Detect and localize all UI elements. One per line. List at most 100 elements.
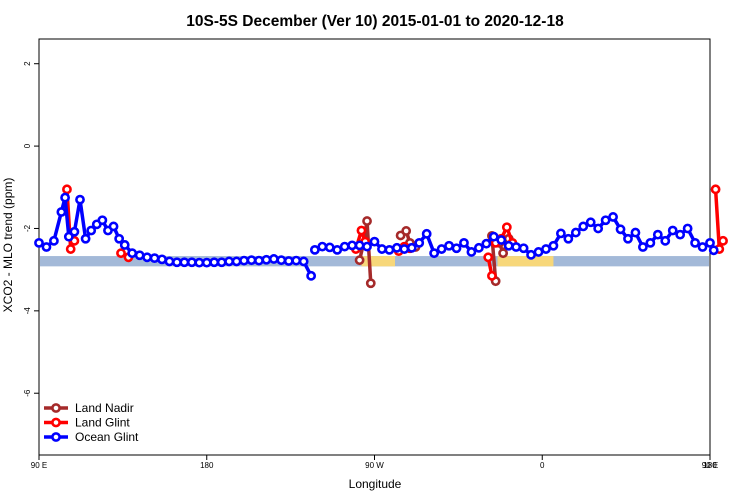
data-point-land-nadir bbox=[354, 255, 365, 266]
data-point-ocean-glint bbox=[254, 255, 264, 266]
plot-area bbox=[38, 38, 711, 456]
x-axis-label: Longitude bbox=[349, 477, 402, 491]
data-point-ocean-glint bbox=[585, 217, 596, 228]
data-point-ocean-glint bbox=[466, 247, 477, 257]
y-tick-label: -4 bbox=[23, 307, 32, 315]
chart-title: 10S-5S December (Ver 10) 2015-01-01 to 2… bbox=[186, 13, 564, 30]
data-point-ocean-glint bbox=[97, 215, 108, 226]
data-point-ocean-glint bbox=[261, 254, 272, 265]
data-point-ocean-glint bbox=[317, 241, 328, 252]
data-point-ocean-glint bbox=[49, 235, 59, 246]
land-band-segment bbox=[361, 256, 396, 267]
data-point-land-nadir bbox=[498, 248, 509, 259]
data-point-ocean-glint bbox=[555, 228, 566, 239]
data-point-ocean-glint bbox=[690, 237, 700, 248]
data-point-ocean-glint bbox=[481, 238, 492, 249]
data-point-ocean-glint bbox=[298, 256, 309, 267]
land-ocean-band bbox=[40, 256, 709, 267]
data-point-ocean-glint bbox=[306, 270, 317, 281]
data-point-ocean-glint bbox=[705, 237, 715, 248]
data-point-land-glint bbox=[62, 184, 72, 195]
data-point-ocean-glint bbox=[231, 256, 242, 267]
x-tick-label: 90 E bbox=[702, 461, 718, 470]
data-point-ocean-glint bbox=[114, 233, 125, 244]
data-point-ocean-glint bbox=[384, 244, 395, 255]
series bbox=[34, 184, 728, 289]
data-point-ocean-glint bbox=[41, 242, 52, 252]
data-point-ocean-glint bbox=[194, 257, 205, 268]
data-point-ocean-glint bbox=[391, 242, 402, 253]
data-point-ocean-glint bbox=[414, 237, 425, 248]
data-point-land-nadir bbox=[365, 278, 376, 289]
data-point-ocean-glint bbox=[615, 224, 626, 235]
data-point-land-glint bbox=[356, 225, 367, 236]
data-point-ocean-glint bbox=[60, 192, 70, 203]
data-point-ocean-glint bbox=[630, 227, 641, 238]
data-point-ocean-glint bbox=[645, 237, 656, 248]
data-point-ocean-glint bbox=[186, 257, 197, 268]
data-point-land-glint bbox=[487, 270, 497, 281]
data-point-ocean-glint bbox=[339, 241, 350, 252]
data-point-ocean-glint bbox=[309, 244, 320, 255]
land-band-segment bbox=[497, 256, 554, 267]
data-point-ocean-glint bbox=[80, 233, 91, 244]
data-point-ocean-glint bbox=[246, 255, 257, 266]
data-point-ocean-glint bbox=[209, 257, 220, 268]
data-point-ocean-glint bbox=[697, 242, 708, 252]
data-point-ocean-glint bbox=[436, 244, 447, 254]
data-point-ocean-glint bbox=[34, 237, 44, 248]
data-point-land-glint bbox=[65, 244, 76, 254]
data-point-ocean-glint bbox=[377, 244, 387, 254]
y-tick-label: -2 bbox=[23, 224, 32, 232]
data-point-ocean-glint bbox=[399, 244, 410, 254]
data-point-ocean-glint bbox=[164, 256, 175, 267]
data-point-ocean-glint bbox=[660, 235, 671, 246]
x-tick-label: 180 bbox=[703, 461, 717, 470]
data-point-ocean-glint bbox=[354, 240, 365, 251]
data-point-ocean-glint bbox=[75, 194, 85, 205]
y-tick-label: 2 bbox=[23, 61, 32, 66]
data-point-ocean-glint bbox=[488, 231, 499, 242]
data-point-ocean-glint bbox=[503, 240, 514, 251]
data-point-ocean-glint bbox=[511, 242, 522, 252]
data-point-ocean-glint bbox=[406, 242, 417, 253]
data-point-ocean-glint bbox=[332, 244, 343, 255]
y-tick-label: 0 bbox=[23, 143, 32, 148]
legend-marker-land-glint bbox=[51, 417, 61, 428]
data-point-land-glint bbox=[718, 235, 728, 246]
data-point-ocean-glint bbox=[608, 212, 618, 222]
data-point-ocean-glint bbox=[600, 215, 611, 226]
x-tick-label: 180 bbox=[200, 461, 214, 470]
legend-marker-land-nadir bbox=[51, 403, 61, 413]
data-point-ocean-glint bbox=[216, 257, 227, 268]
data-point-ocean-glint bbox=[369, 236, 380, 247]
data-point-ocean-glint bbox=[429, 248, 440, 259]
data-point-land-glint bbox=[483, 252, 494, 263]
data-point-ocean-glint bbox=[496, 235, 507, 245]
data-point-ocean-glint bbox=[224, 256, 235, 267]
data-point-ocean-glint bbox=[570, 227, 581, 238]
data-point-land-glint bbox=[116, 248, 126, 259]
data-point-ocean-glint bbox=[157, 254, 167, 265]
data-point-ocean-glint bbox=[134, 250, 145, 261]
legend-label-land-glint: Land Glint bbox=[75, 416, 130, 430]
data-point-ocean-glint bbox=[362, 241, 372, 252]
data-point-ocean-glint bbox=[652, 229, 663, 240]
x-tick-label: 90 E bbox=[31, 461, 47, 470]
data-point-ocean-glint bbox=[86, 225, 97, 236]
data-point-ocean-glint bbox=[541, 244, 551, 254]
data-point-ocean-glint bbox=[201, 257, 212, 268]
legend-marker-ocean-glint bbox=[51, 432, 61, 442]
data-point-ocean-glint bbox=[518, 243, 529, 254]
y-tick-label: -6 bbox=[23, 389, 32, 397]
data-point-ocean-glint bbox=[533, 247, 544, 257]
data-point-ocean-glint bbox=[473, 242, 484, 253]
legend-label-ocean-glint: Ocean Glint bbox=[75, 430, 139, 444]
data-point-ocean-glint bbox=[548, 240, 559, 251]
data-point-ocean-glint bbox=[459, 237, 469, 248]
data-point-ocean-glint bbox=[108, 221, 119, 232]
data-point-ocean-glint bbox=[69, 226, 80, 237]
